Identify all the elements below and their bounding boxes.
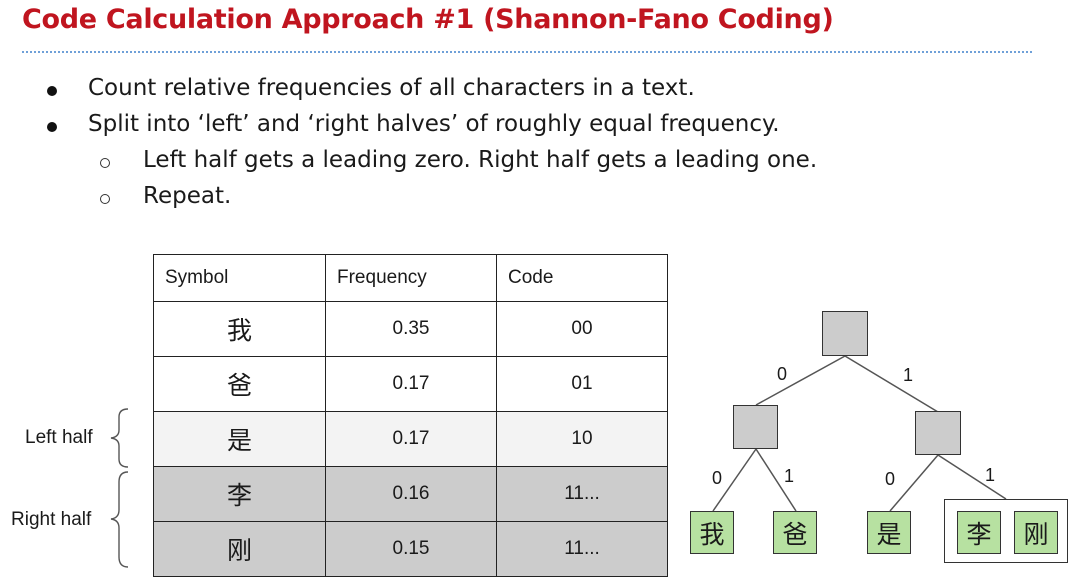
sub-bullet-circle bbox=[100, 194, 110, 204]
tree-edge bbox=[755, 448, 797, 512]
edge-label: 0 bbox=[885, 469, 896, 489]
symbol-cell: 李 bbox=[153, 466, 326, 522]
bullet-text: Count relative frequencies of all charac… bbox=[88, 75, 695, 101]
table-row: 李 0.16 11... bbox=[153, 466, 668, 522]
tree-edge bbox=[712, 448, 757, 512]
table-row: 是 0.17 10 bbox=[153, 411, 668, 467]
tree-right-node bbox=[915, 411, 961, 455]
table-header-row: Symbol Frequency Code bbox=[153, 254, 668, 302]
edge-label: 0 bbox=[777, 364, 788, 384]
code-cell: 10 bbox=[496, 411, 668, 467]
right-half-brace bbox=[110, 471, 129, 568]
slide-title: Code Calculation Approach #1 (Shannon-Fa… bbox=[22, 4, 834, 35]
symbol-cell: 刚 bbox=[153, 521, 326, 577]
edge-label: 0 bbox=[712, 468, 723, 488]
left-half-brace bbox=[110, 408, 129, 468]
tree-leaf: 刚 bbox=[1014, 511, 1058, 554]
sub-bullet-text: Left half gets a leading zero. Right hal… bbox=[143, 147, 818, 173]
edge-label: 1 bbox=[784, 466, 795, 486]
edge-label: 1 bbox=[903, 365, 914, 385]
tree-left-node bbox=[733, 405, 778, 449]
table-row: 刚 0.15 11... bbox=[153, 521, 668, 577]
frequency-cell: 0.16 bbox=[325, 466, 497, 522]
frequency-table: Symbol Frequency Code 我 0.35 00 爸 0.17 0… bbox=[153, 254, 668, 577]
right-leaf-group bbox=[944, 499, 1068, 563]
bullet-text: Split into ‘left’ and ‘right halves’ of … bbox=[88, 111, 780, 137]
tree-leaf: 是 bbox=[867, 511, 911, 554]
code-cell: 11... bbox=[496, 521, 668, 577]
tree-edge bbox=[889, 454, 939, 512]
tree-leaf: 我 bbox=[690, 511, 734, 554]
right-half-label: Right half bbox=[11, 509, 92, 530]
tree-root-node bbox=[822, 311, 868, 356]
symbol-cell: 是 bbox=[153, 411, 326, 467]
title-divider bbox=[22, 51, 1032, 53]
header-symbol: Symbol bbox=[153, 254, 326, 302]
header-code: Code bbox=[496, 254, 668, 302]
symbol-cell: 我 bbox=[153, 301, 326, 357]
tree-leaf: 爸 bbox=[773, 511, 817, 554]
frequency-cell: 0.17 bbox=[325, 411, 497, 467]
tree-leaf: 李 bbox=[957, 511, 1001, 554]
frequency-cell: 0.15 bbox=[325, 521, 497, 577]
left-half-label: Left half bbox=[25, 427, 93, 448]
tree-edge bbox=[937, 454, 1007, 500]
tree-edge bbox=[755, 355, 846, 406]
code-cell: 00 bbox=[496, 301, 668, 357]
code-cell: 11... bbox=[496, 466, 668, 522]
header-frequency: Frequency bbox=[325, 254, 497, 302]
sub-bullet-circle bbox=[100, 158, 110, 168]
tree-edge bbox=[844, 355, 939, 413]
edge-label: 1 bbox=[985, 465, 996, 485]
sub-bullet-text: Repeat. bbox=[143, 183, 232, 209]
symbol-cell: 爸 bbox=[153, 356, 326, 412]
bullet-dot bbox=[47, 122, 57, 132]
bullet-dot bbox=[47, 86, 57, 96]
